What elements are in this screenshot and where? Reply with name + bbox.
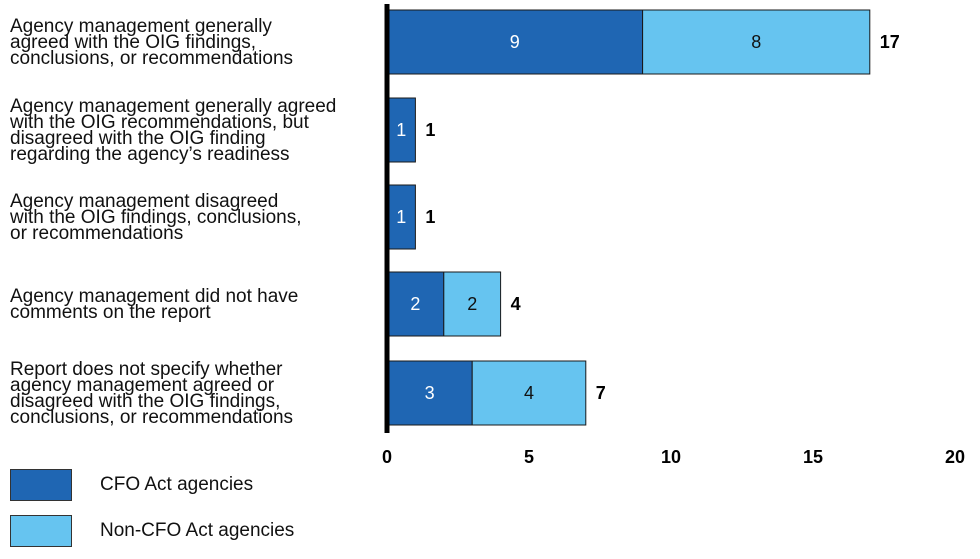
bar-segment: [386, 360, 473, 426]
legend-swatch-cfo: [10, 469, 72, 501]
bar-segment: [471, 360, 587, 426]
bar-total-label: 4: [511, 294, 521, 314]
segment-value-label: 3: [425, 383, 435, 403]
legend-item-non-cfo: Non-CFO Act agencies: [10, 513, 294, 549]
bar-total-label: 17: [880, 32, 900, 52]
segment-value-label: 1: [396, 207, 406, 227]
x-tick-label: 5: [524, 447, 534, 467]
category-label: Agency management generally agreed with t…: [10, 16, 293, 69]
bar-segment: [386, 184, 416, 250]
chart-legend: CFO Act agencies Non-CFO Act agencies: [10, 467, 294, 559]
bar-segment: [386, 9, 644, 75]
segment-value-label: 2: [410, 294, 420, 314]
legend-swatch-non-cfo: [10, 515, 72, 547]
bar-segment: [443, 271, 502, 337]
x-tick-label: 20: [945, 447, 965, 467]
bar-total-label: 1: [425, 207, 435, 227]
stacked-bar-chart: Agency management generally agreed with t…: [9, 4, 965, 467]
x-tick-label: 15: [803, 447, 823, 467]
bar-segment: [386, 271, 445, 337]
x-tick-label: 0: [382, 447, 392, 467]
category-label: Agency management disagreed with the OIG …: [9, 191, 301, 244]
legend-label-non-cfo: Non-CFO Act agencies: [100, 520, 295, 541]
x-tick-label: 10: [661, 447, 681, 467]
category-label: Agency management generally agreed with t…: [9, 96, 336, 165]
legend-item-cfo: CFO Act agencies: [10, 467, 294, 503]
segment-value-label: 4: [524, 383, 534, 403]
category-label: Report does not specify whether agency ma…: [10, 359, 293, 428]
segment-value-label: 1: [396, 120, 406, 140]
bar-segment: [642, 9, 871, 75]
bar-total-label: 7: [596, 383, 606, 403]
legend-label-cfo: CFO Act agencies: [100, 474, 254, 495]
category-label: Agency management did not have comments o…: [10, 286, 298, 323]
segment-value-label: 8: [751, 32, 761, 52]
segment-value-label: 9: [510, 32, 520, 52]
segment-value-label: 2: [467, 294, 477, 314]
bar-segment: [386, 97, 416, 163]
bar-total-label: 1: [425, 120, 435, 140]
